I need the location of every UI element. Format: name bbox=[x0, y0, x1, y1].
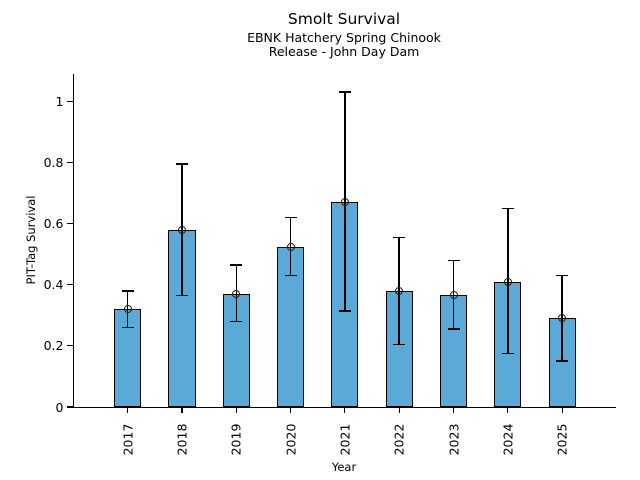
error-cap-top-2021 bbox=[338, 91, 351, 94]
marker-2021 bbox=[340, 198, 349, 207]
x-tick-mark bbox=[127, 408, 129, 413]
y-tick-label-0.6: 0.6 bbox=[43, 216, 64, 232]
bar-2023 bbox=[439, 295, 468, 407]
x-tick-mark bbox=[181, 408, 183, 413]
marker-2019 bbox=[232, 289, 241, 298]
error-cap-bottom-2022 bbox=[393, 343, 406, 346]
y-axis-label: PIT-Tag Survival bbox=[24, 195, 38, 285]
marker-2024 bbox=[503, 277, 512, 286]
marker-2017 bbox=[123, 305, 132, 314]
x-tick-mark bbox=[290, 408, 292, 413]
x-tick-label-2017: 2017 bbox=[120, 423, 136, 455]
error-cap-bottom-2025 bbox=[556, 360, 569, 362]
y-tick-label-0.8: 0.8 bbox=[43, 155, 64, 171]
y-tick-label-0.4: 0.4 bbox=[43, 277, 64, 293]
x-axis-label: Year bbox=[331, 460, 357, 474]
error-cap-bottom-2023 bbox=[447, 328, 460, 330]
y-tick-mark bbox=[67, 406, 73, 408]
error-cap-bottom-2018 bbox=[176, 294, 188, 297]
chart-subtitle-line2: Release - John Day Dam bbox=[268, 44, 420, 59]
x-tick-mark bbox=[235, 408, 237, 413]
error-cap-bottom-2019 bbox=[230, 320, 243, 323]
y-tick-label-1: 1 bbox=[55, 93, 64, 109]
y-tick-label-0.2: 0.2 bbox=[43, 338, 64, 354]
x-tick-mark bbox=[398, 408, 400, 413]
marker-2018 bbox=[178, 225, 186, 234]
marker-2025 bbox=[558, 314, 567, 323]
error-cap-top-2018 bbox=[176, 163, 188, 165]
error-cap-bottom-2024 bbox=[501, 352, 514, 355]
y-tick-mark bbox=[67, 223, 73, 225]
error-cap-top-2017 bbox=[121, 290, 134, 292]
error-cap-bottom-2021 bbox=[338, 309, 351, 312]
x-tick-mark bbox=[507, 408, 509, 413]
error-cap-top-2023 bbox=[447, 259, 460, 262]
marker-2023 bbox=[449, 291, 458, 300]
error-cap-top-2025 bbox=[556, 274, 569, 277]
error-cap-top-2022 bbox=[393, 236, 406, 239]
y-axis-line bbox=[73, 74, 75, 408]
y-tick-label-0: 0 bbox=[55, 399, 64, 415]
x-tick-label-2024: 2024 bbox=[500, 423, 516, 455]
x-tick-label-2022: 2022 bbox=[391, 423, 407, 455]
x-tick-label-2025: 2025 bbox=[554, 423, 570, 455]
x-tick-label-2018: 2018 bbox=[174, 423, 190, 455]
y-tick-mark bbox=[67, 284, 73, 286]
x-tick-mark bbox=[344, 408, 346, 413]
y-tick-mark bbox=[67, 100, 73, 102]
error-cap-top-2019 bbox=[230, 264, 243, 266]
x-tick-mark bbox=[561, 408, 563, 413]
chart-subtitle-line1: EBNK Hatchery Spring Chinook bbox=[247, 30, 441, 45]
error-cap-top-2024 bbox=[501, 207, 514, 210]
x-tick-label-2023: 2023 bbox=[446, 423, 461, 455]
chart-title: Smolt Survival bbox=[287, 10, 401, 28]
y-tick-mark bbox=[67, 345, 73, 347]
marker-2020 bbox=[286, 242, 295, 251]
y-tick-mark bbox=[67, 161, 73, 164]
x-axis-line bbox=[73, 407, 616, 409]
x-tick-label-2021: 2021 bbox=[337, 423, 353, 455]
marker-2022 bbox=[395, 286, 404, 295]
x-tick-label-2019: 2019 bbox=[228, 423, 244, 455]
error-cap-top-2020 bbox=[284, 216, 297, 219]
error-cap-bottom-2020 bbox=[284, 274, 297, 277]
x-tick-mark bbox=[452, 408, 455, 413]
error-cap-bottom-2017 bbox=[121, 326, 134, 329]
x-tick-label-2020: 2020 bbox=[283, 423, 299, 455]
